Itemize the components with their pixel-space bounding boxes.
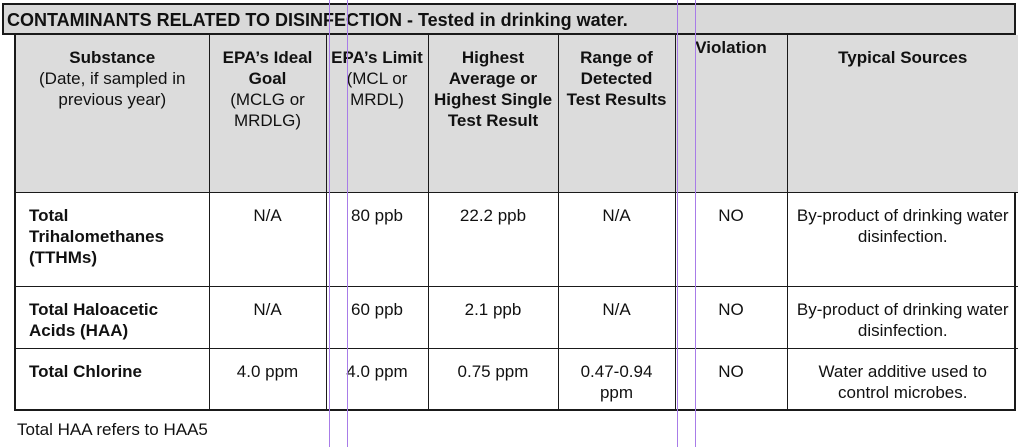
substance-header-note: (Date, if sampled in previous year) (39, 69, 186, 109)
footnote: Total HAA refers to HAA5 (17, 420, 208, 439)
ideal-header-note: (MCLG or MRDLG) (230, 90, 305, 130)
col-header-violation: Violation (674, 35, 788, 193)
source-cell: Water additive used to control microbes. (786, 347, 1018, 411)
limit-cell: 60 ppb (325, 285, 429, 349)
col-header-ideal-goal: EPA’s Ideal Goal (MCLG or MRDLG) (208, 35, 327, 193)
highest-cell: 22.2 ppb (427, 191, 559, 287)
col-header-range: Range of Detected Test Results (557, 35, 676, 193)
limit-header-note: (MCL or MRDL) (346, 69, 408, 109)
table-row: Total Haloacetic Acids (HAA) N/A 60 ppb … (16, 285, 1018, 349)
col-header-sources: Typical Sources (786, 35, 1018, 193)
violation-header-label: Violation (695, 38, 767, 57)
substance-cell: Total Haloacetic Acids (HAA) (16, 285, 210, 349)
col-header-highest: Highest Average or Highest Single Test R… (427, 35, 559, 193)
col-header-substance: Substance (Date, if sampled in previous … (16, 35, 210, 193)
range-cell: N/A (557, 285, 676, 349)
source-cell: By-product of drinking water disinfectio… (786, 191, 1018, 287)
table-row: Total Chlorine 4.0 ppm 4.0 ppm 0.75 ppm … (16, 347, 1018, 411)
guide-line (677, 0, 678, 447)
col-header-limit: EPA’s Limit (MCL or MRDL) (325, 35, 429, 193)
limit-cell: 80 ppb (325, 191, 429, 287)
violation-cell: NO (674, 347, 788, 411)
ideal-goal-cell: 4.0 ppm (208, 347, 327, 411)
highest-cell: 2.1 ppb (427, 285, 559, 349)
ideal-goal-cell: N/A (208, 191, 327, 287)
highest-cell: 0.75 ppm (427, 347, 559, 411)
highest-header-label: Highest Average or Highest Single Test R… (433, 48, 553, 130)
table-title: CONTAMINANTS RELATED TO DISINFECTION - T… (2, 3, 1016, 35)
contaminants-table: Substance (Date, if sampled in previous … (16, 35, 1018, 411)
ideal-header-label: EPA’s Ideal Goal (222, 48, 313, 88)
source-cell: By-product of drinking water disinfectio… (786, 285, 1018, 349)
guide-line (347, 0, 348, 447)
range-cell: 0.47-0.94 ppm (557, 347, 676, 411)
violation-cell: NO (674, 285, 788, 349)
violation-cell: NO (674, 191, 788, 287)
ideal-goal-cell: N/A (208, 285, 327, 349)
header-row: Substance (Date, if sampled in previous … (16, 35, 1018, 193)
range-header-label: Range of Detected Test Results (566, 48, 667, 109)
substance-header-label: Substance (69, 48, 156, 67)
limit-cell: 4.0 ppm (325, 347, 429, 411)
limit-header-label: EPA’s Limit (331, 48, 423, 67)
range-cell: N/A (557, 191, 676, 287)
guide-line (329, 0, 330, 447)
sources-header-label: Typical Sources (838, 48, 968, 67)
substance-cell: Total Chlorine (16, 347, 210, 411)
contaminants-table-container: Substance (Date, if sampled in previous … (14, 35, 1018, 411)
table-row: Total Trihalomethanes (TTHMs) N/A 80 ppb… (16, 191, 1018, 287)
substance-cell: Total Trihalomethanes (TTHMs) (16, 191, 210, 287)
guide-line (695, 0, 696, 447)
